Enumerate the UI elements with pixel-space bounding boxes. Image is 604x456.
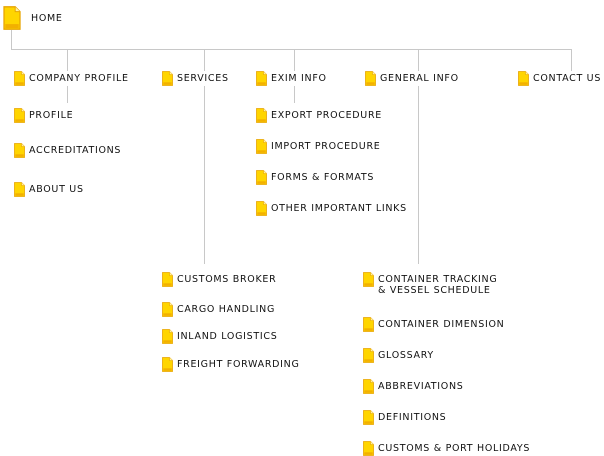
glossary-link[interactable]: GLOSSARY	[363, 347, 434, 363]
general-info-label: GENERAL INFO	[380, 72, 459, 84]
company-profile-label: COMPANY PROFILE	[29, 72, 129, 84]
folder-page-icon	[363, 316, 374, 332]
top-horizontal-connector	[11, 49, 571, 50]
forms-formats-label: FORMS & FORMATS	[271, 171, 375, 183]
home-link[interactable]: HOME	[3, 4, 63, 32]
about-us-label: ABOUT US	[29, 183, 84, 195]
definitions-link[interactable]: DEFINITIONS	[363, 409, 446, 425]
folder-page-icon	[14, 70, 25, 86]
folder-page-icon	[162, 70, 173, 86]
export-procedure-label: EXPORT PROCEDURE	[271, 109, 382, 121]
exim-info-connector	[294, 86, 295, 103]
folder-page-icon	[363, 347, 374, 363]
abbreviations-link[interactable]: ABBREVIATIONS	[363, 378, 464, 394]
inland-logistics-link[interactable]: INLAND LOGISTICS	[162, 328, 277, 344]
inland-logistics-label: INLAND LOGISTICS	[177, 330, 278, 342]
folder-page-icon	[363, 378, 374, 394]
folder-page-icon	[14, 181, 25, 197]
about-us-link[interactable]: ABOUT US	[14, 181, 84, 197]
contact-us-link[interactable]: CONTACT US	[518, 70, 601, 86]
folder-page-icon	[162, 301, 173, 317]
folder-page-icon	[14, 107, 25, 123]
profile-label: PROFILE	[29, 109, 74, 121]
general-info-connector	[418, 86, 419, 264]
freight-forwarding-label: FREIGHT FORWARDING	[177, 358, 300, 370]
accreditations-link[interactable]: ACCREDITATIONS	[14, 142, 121, 158]
folder-page-icon	[256, 107, 267, 123]
accreditations-label: ACCREDITATIONS	[29, 144, 122, 156]
home-vertical-connector	[11, 30, 12, 49]
export-procedure-link[interactable]: EXPORT PROCEDURE	[256, 107, 382, 123]
exim-info-drop	[294, 49, 295, 71]
folder-page-icon	[256, 169, 267, 185]
home-label: HOME	[31, 12, 63, 24]
services-drop	[204, 49, 205, 71]
company-profile-link[interactable]: COMPANY PROFILE	[14, 70, 129, 86]
general-info-drop	[418, 49, 419, 71]
folder-page-icon	[363, 272, 374, 287]
customs-broker-link[interactable]: CUSTOMS BROKER	[162, 271, 276, 287]
company-profile-drop	[67, 49, 68, 71]
abbreviations-label: ABBREVIATIONS	[378, 380, 464, 392]
container-dimension-label: CONTAINER DIMENSION	[378, 318, 505, 330]
folder-page-icon	[162, 271, 173, 287]
contact-us-label: CONTACT US	[533, 72, 602, 84]
folder-page-icon	[256, 200, 267, 216]
folder-page-icon	[162, 356, 173, 372]
folder-page-icon	[162, 328, 173, 344]
folder-page-icon	[363, 409, 374, 425]
container-dimension-link[interactable]: CONTAINER DIMENSION	[363, 316, 504, 332]
folder-page-icon	[14, 142, 25, 158]
other-important-links-link[interactable]: OTHER IMPORTANT LINKS	[256, 200, 407, 216]
company-profile-connector	[67, 86, 68, 103]
folder-page-icon	[518, 70, 529, 86]
exim-info-link[interactable]: EXIM INFO	[256, 70, 327, 86]
customs-broker-label: CUSTOMS BROKER	[177, 273, 277, 285]
folder-page-icon	[363, 440, 374, 456]
profile-link[interactable]: PROFILE	[14, 107, 73, 123]
folder-page-icon	[365, 70, 376, 86]
customs-port-holidays-link[interactable]: CUSTOMS & PORT HOLIDAYS	[363, 440, 530, 456]
general-info-link[interactable]: GENERAL INFO	[365, 70, 459, 86]
customs-port-holidays-label: CUSTOMS & PORT HOLIDAYS	[378, 442, 531, 454]
container-tracking-label: CONTAINER TRACKING & VESSEL SCHEDULE	[378, 274, 498, 296]
cargo-handling-link[interactable]: CARGO HANDLING	[162, 301, 275, 317]
folder-page-icon	[3, 6, 21, 30]
other-important-links-label: OTHER IMPORTANT LINKS	[271, 202, 407, 214]
container-tracking-link[interactable]: CONTAINER TRACKING & VESSEL SCHEDULE	[363, 272, 497, 298]
folder-page-icon	[256, 70, 267, 86]
definitions-label: DEFINITIONS	[378, 411, 447, 423]
cargo-handling-label: CARGO HANDLING	[177, 303, 276, 315]
import-procedure-link[interactable]: IMPORT PROCEDURE	[256, 138, 380, 154]
freight-forwarding-link[interactable]: FREIGHT FORWARDING	[162, 356, 300, 372]
import-procedure-label: IMPORT PROCEDURE	[271, 140, 381, 152]
folder-page-icon	[256, 138, 267, 154]
services-label: SERVICES	[177, 72, 229, 84]
services-connector	[204, 86, 205, 264]
services-link[interactable]: SERVICES	[162, 70, 229, 86]
forms-formats-link[interactable]: FORMS & FORMATS	[256, 169, 374, 185]
glossary-label: GLOSSARY	[378, 349, 434, 361]
exim-info-label: EXIM INFO	[271, 72, 327, 84]
contact-us-drop	[571, 49, 572, 71]
